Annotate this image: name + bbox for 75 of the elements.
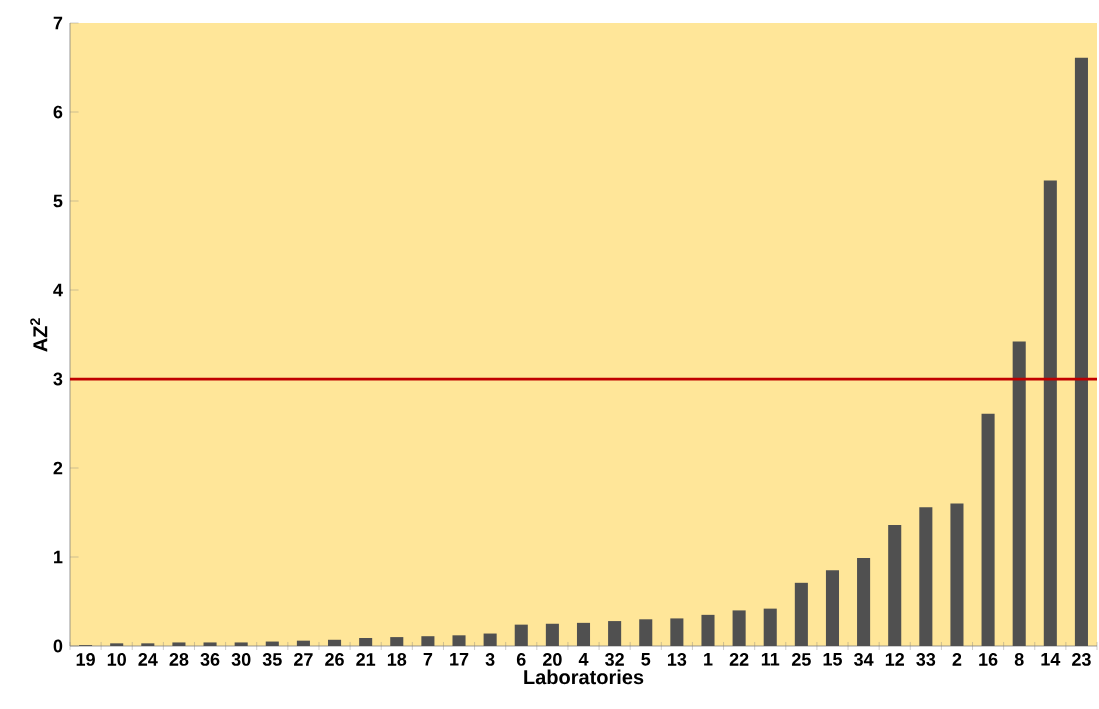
x-tick-label: 35 [262, 653, 282, 666]
x-tick-label: 20 [543, 653, 562, 666]
bar [203, 642, 217, 646]
bar [483, 633, 497, 646]
bar [701, 614, 715, 646]
bar [296, 640, 310, 646]
x-tick-label: 13 [667, 653, 687, 666]
y-tick-label: 5 [53, 194, 63, 208]
y-tick-label: 7 [53, 16, 63, 30]
bar [514, 624, 528, 646]
x-tick-label: 33 [916, 653, 936, 666]
x-tick-label: 6 [516, 653, 526, 666]
bar [825, 570, 840, 646]
bar [1074, 57, 1088, 646]
x-tick-label: 24 [138, 653, 158, 666]
x-tick-label: 2 [952, 653, 962, 666]
bar [639, 619, 653, 646]
bar [390, 637, 404, 646]
bar [545, 623, 559, 646]
x-tick-label: 1 [704, 653, 713, 666]
bar [328, 639, 342, 646]
y-tick-label: 0 [53, 639, 63, 653]
x-tick-label: 15 [823, 653, 842, 666]
x-tick-label: 7 [423, 653, 433, 666]
bar [421, 636, 435, 646]
x-tick-label: 25 [791, 653, 811, 666]
x-tick-label: 22 [729, 653, 749, 666]
bar [576, 622, 591, 646]
bar [1012, 341, 1026, 646]
bar [794, 582, 808, 646]
x-tick-label: 18 [387, 653, 407, 666]
x-tick-label: 21 [356, 653, 376, 666]
x-tick-label: 34 [853, 653, 874, 666]
x-axis-title: Laboratories [524, 669, 644, 685]
bar [919, 507, 933, 646]
bar [950, 503, 964, 646]
bar [110, 643, 124, 646]
bar [981, 413, 995, 646]
x-tick-label: 16 [979, 653, 998, 666]
bar [670, 618, 684, 646]
bar [608, 621, 622, 646]
x-tick-label: 12 [885, 653, 904, 666]
bar [265, 641, 279, 646]
x-tick-label: 11 [761, 653, 780, 666]
y-tick-label: 2 [53, 461, 63, 475]
y-axis-title: AZ$^{2}$ [30, 318, 48, 352]
y-tick-label: 6 [53, 105, 63, 119]
x-tick-label: 10 [107, 653, 126, 666]
x-tick-label: 19 [76, 653, 95, 666]
x-tick-label: 8 [1014, 653, 1024, 666]
x-tick-label: 30 [231, 653, 251, 666]
bar [888, 524, 902, 646]
x-tick-label: 14 [1041, 653, 1061, 666]
bar [141, 643, 155, 646]
x-tick-label: 3 [485, 653, 495, 666]
x-tick-label: 5 [641, 653, 651, 666]
bar [234, 642, 248, 646]
bar [732, 610, 746, 646]
bar [452, 635, 466, 646]
x-tick-label: 17 [450, 653, 469, 666]
bar [857, 557, 871, 646]
bar [763, 608, 777, 646]
x-tick-label: 28 [169, 653, 189, 666]
y-tick-label: 1 [54, 550, 63, 564]
x-tick-label: 27 [294, 653, 313, 666]
x-tick-label: 32 [605, 653, 624, 666]
x-tick-label: 4 [578, 653, 589, 666]
x-tick-label: 23 [1072, 653, 1091, 666]
x-tick-label: 26 [325, 653, 344, 666]
bar [359, 637, 373, 646]
y-tick-label: 3 [53, 372, 63, 386]
bar [1043, 180, 1057, 646]
x-tick-label: 36 [200, 653, 220, 666]
bar [172, 642, 186, 646]
y-tick-label: 4 [53, 283, 63, 297]
